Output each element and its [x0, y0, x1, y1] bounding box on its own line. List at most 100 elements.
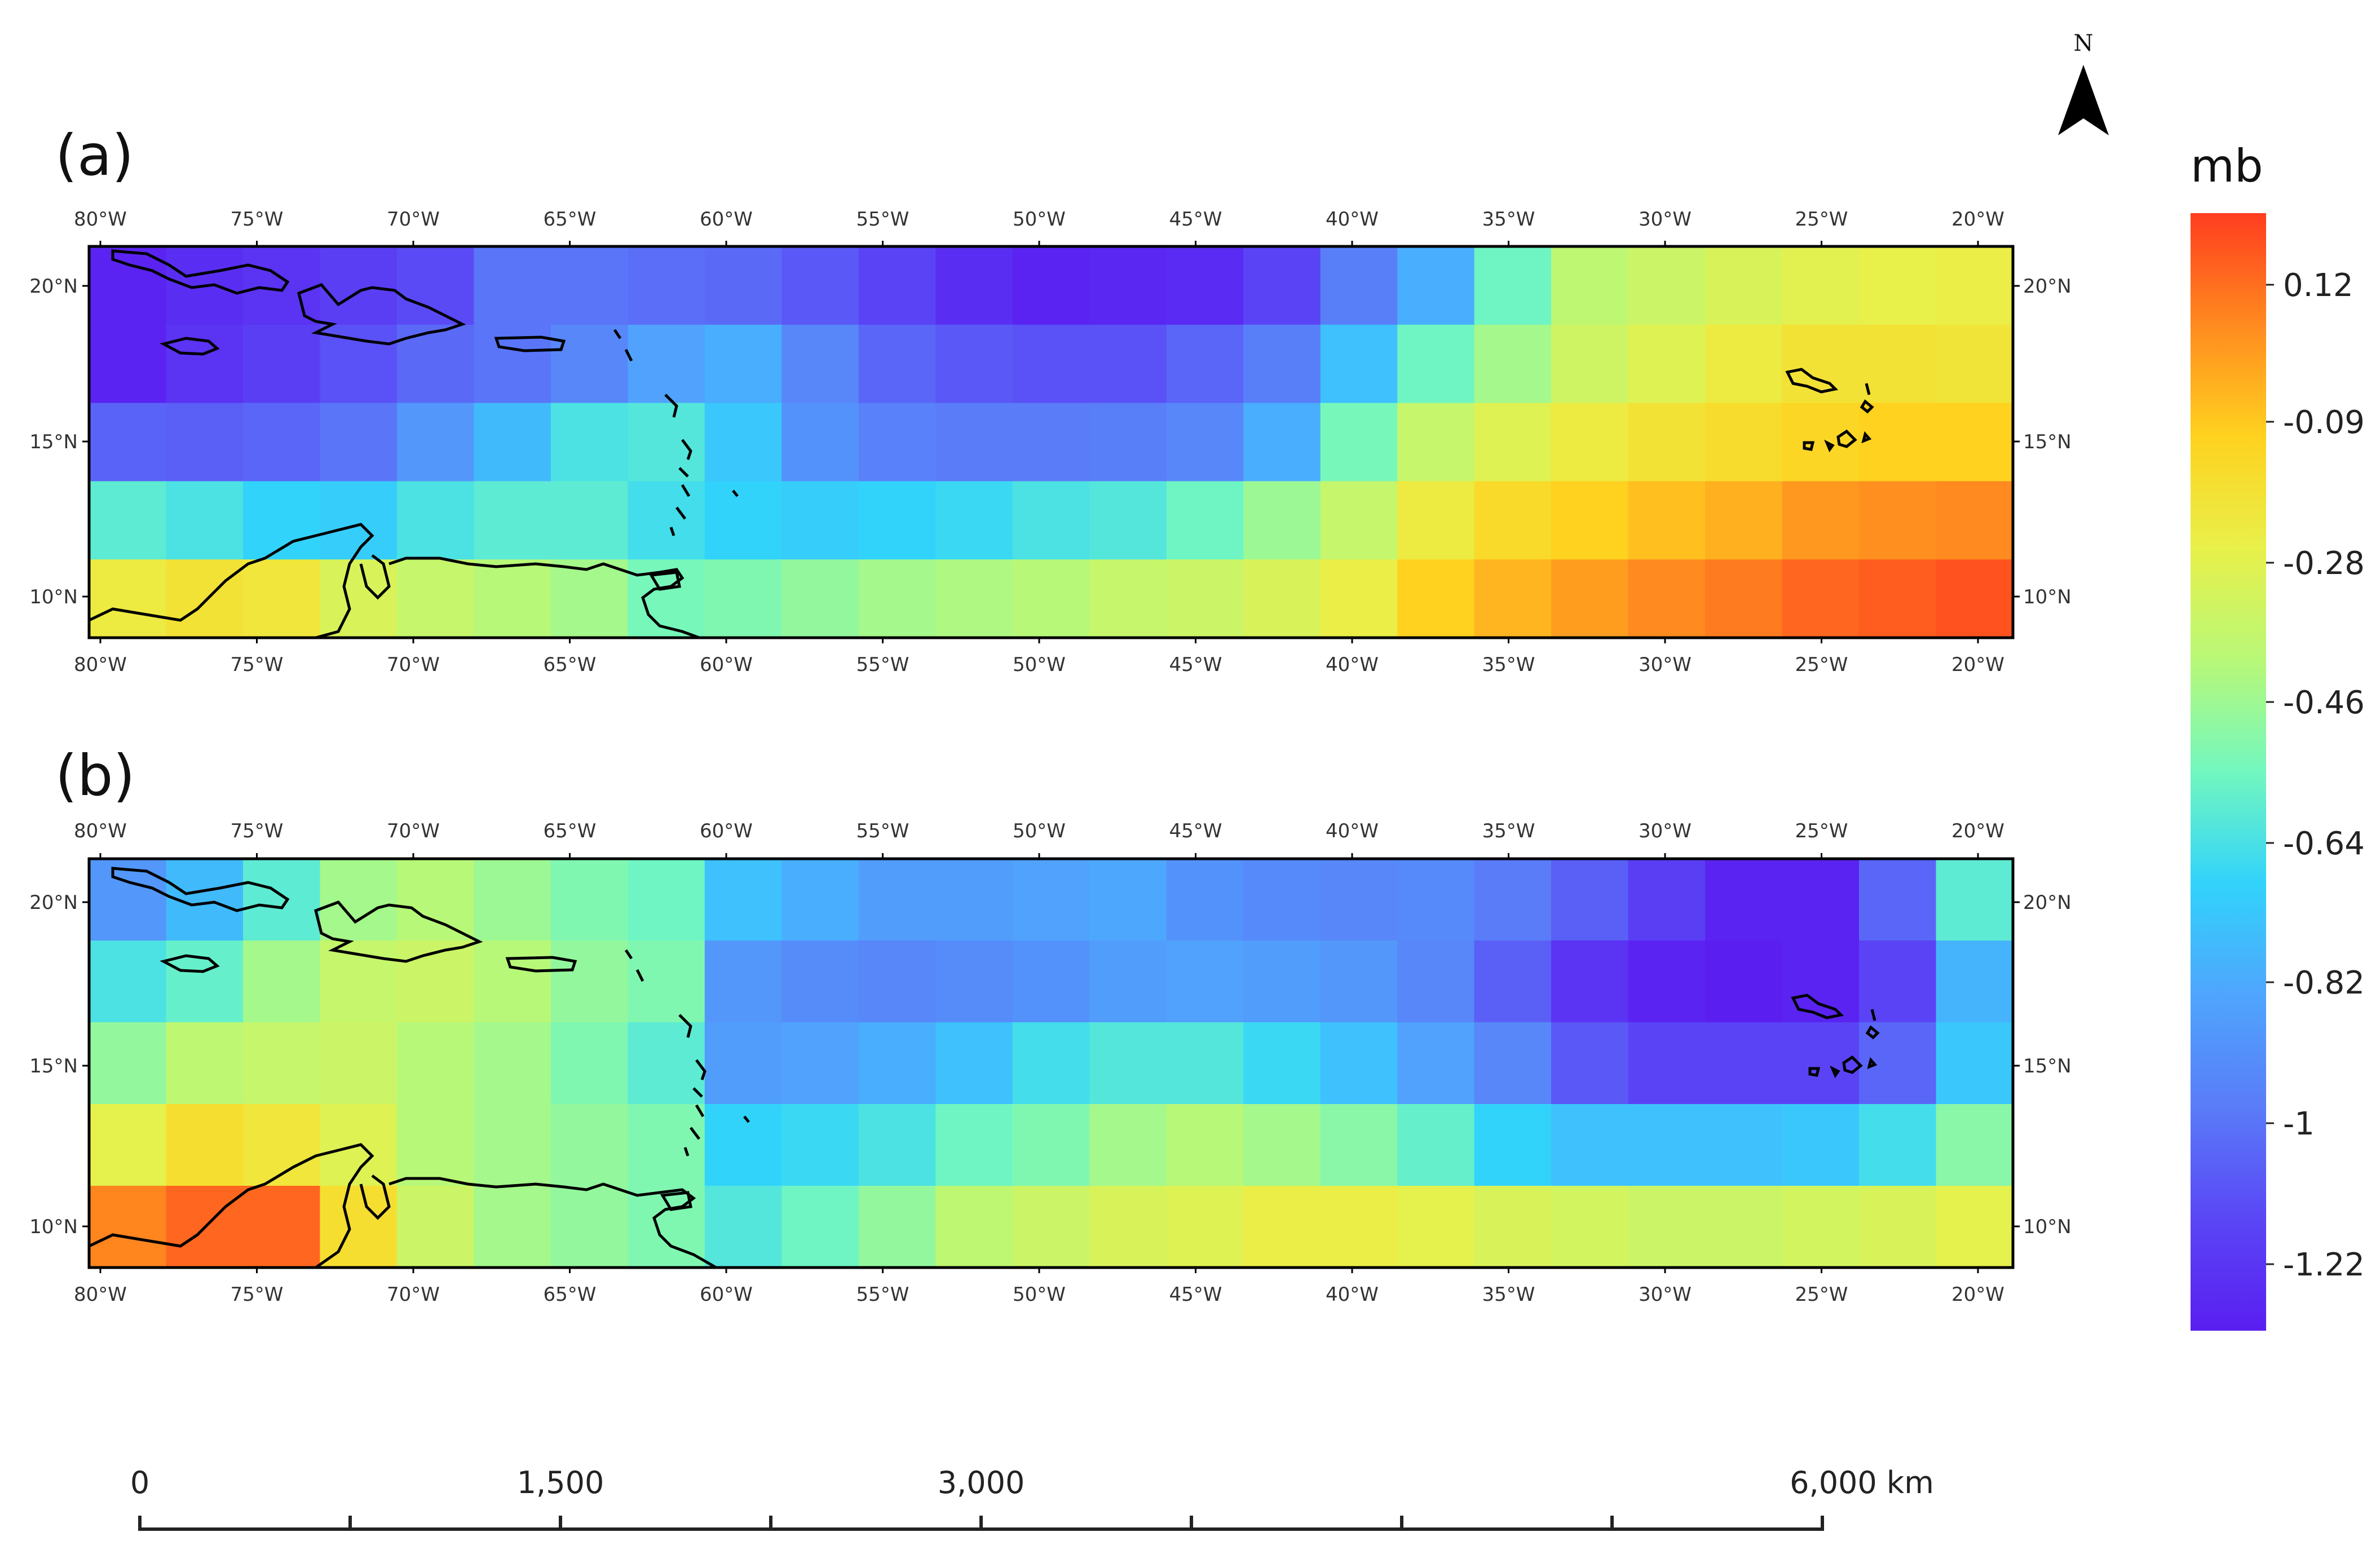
grid-cell — [1628, 941, 1706, 1023]
grid-cell — [1012, 1186, 1090, 1268]
grid-cell — [1936, 859, 2013, 941]
jamaica-coastline-b — [160, 954, 220, 973]
scale-bar-label-6000: 6,000 km — [1790, 1465, 1934, 1500]
x-tick-label: 80°W — [74, 820, 127, 842]
grid-cell — [1474, 246, 1552, 325]
grid-cell — [1012, 859, 1090, 941]
grid-cell — [1474, 859, 1552, 941]
grid-cell — [935, 1186, 1013, 1268]
grid-cell — [1320, 1186, 1398, 1268]
y-tick-label: 20°N — [29, 275, 78, 298]
x-tick-label: 75°W — [231, 820, 284, 842]
x-tick-label: 65°W — [544, 820, 597, 842]
panel-a-y-ticks-left: 20°N 15°N 10°N — [29, 275, 89, 608]
grid-cell — [1936, 1104, 2013, 1186]
grid-cell — [320, 1022, 398, 1105]
x-tick-label: 20°W — [1951, 820, 2004, 842]
grid-cell — [550, 246, 629, 325]
grid-cell — [781, 481, 859, 560]
colorbar-tick-label: -0.82 — [2283, 965, 2365, 1001]
grid-cell — [1320, 859, 1398, 941]
x-tick-label: 65°W — [544, 1283, 597, 1306]
x-tick-label: 50°W — [1013, 1283, 1066, 1306]
x-tick-label: 25°W — [1795, 654, 1848, 676]
grid-cell — [1782, 941, 1860, 1023]
grid-cell — [1936, 941, 2013, 1023]
x-tick-label: 80°W — [74, 1283, 127, 1306]
grid-cell — [704, 481, 783, 560]
grid-cell — [1397, 559, 1475, 638]
grid-cell — [89, 324, 167, 404]
x-tick-label: 55°W — [856, 208, 909, 231]
x-tick-label: 60°W — [700, 654, 753, 676]
grid-cell — [1936, 481, 2013, 560]
grid-cell — [1859, 246, 1937, 325]
panel-a-x-ticks-top: 80°W 75°W 70°W 65°W 60°W 55°W 50°W 45°W 40°W 35°W… — [74, 208, 2004, 246]
x-tick-label: 35°W — [1482, 820, 1535, 842]
grid-cell — [320, 324, 398, 404]
grid-cell — [1628, 559, 1706, 638]
x-tick-label: 45°W — [1169, 654, 1222, 676]
grid-cell — [1243, 324, 1321, 404]
grid-cell — [858, 859, 937, 941]
grid-cell — [1243, 941, 1321, 1023]
x-tick-label: 70°W — [387, 1283, 440, 1306]
grid-cell — [704, 1104, 783, 1186]
grid-cell — [166, 1104, 244, 1186]
grid-cell — [1397, 859, 1475, 941]
grid-cell — [781, 246, 859, 325]
grid-cell — [1012, 1104, 1090, 1186]
grid-cell — [1166, 559, 1244, 638]
south-america-coastline — [89, 523, 700, 638]
panel-b-x-ticks-bottom: 80°W 75°W 70°W 65°W 60°W 55°W 50°W 45°W 40°W 35°W… — [74, 1268, 2004, 1306]
grid-cell — [858, 1022, 937, 1105]
grid-cell — [1397, 941, 1475, 1023]
grid-cell — [474, 941, 551, 1023]
y-tick-label: 15°N — [2023, 431, 2072, 453]
x-tick-label: 60°W — [700, 208, 753, 231]
grid-cell — [1474, 324, 1552, 404]
grid-cell — [89, 1186, 167, 1268]
y-tick-label: 10°N — [29, 586, 78, 608]
grid-cell — [1628, 1022, 1706, 1105]
grid-cell — [1012, 1022, 1090, 1105]
grid-cell — [1243, 246, 1321, 325]
x-tick-label: 55°W — [856, 820, 909, 842]
x-tick-label: 35°W — [1482, 208, 1535, 231]
y-tick-label: 15°N — [2023, 1055, 2072, 1078]
x-tick-label: 45°W — [1169, 820, 1222, 842]
y-tick-label: 20°N — [29, 891, 78, 914]
x-tick-label: 70°W — [387, 820, 440, 842]
grid-cell — [1320, 481, 1398, 560]
grid-cell — [1243, 559, 1321, 638]
y-tick-label: 15°N — [29, 431, 78, 453]
panel-b-frame — [87, 857, 2015, 1269]
grid-cell — [1859, 559, 1937, 638]
grid-cell — [89, 403, 167, 482]
grid-cell — [1859, 859, 1937, 941]
grid-cell — [89, 559, 167, 638]
grid-cell — [1089, 859, 1167, 941]
grid-cell — [1782, 481, 1860, 560]
x-tick-label: 45°W — [1169, 1283, 1222, 1306]
grid-cell — [1628, 1186, 1706, 1268]
grid-cell — [243, 859, 321, 941]
grid-cell — [935, 1022, 1013, 1105]
grid-cell — [1859, 941, 1937, 1023]
x-tick-label: 40°W — [1326, 654, 1379, 676]
grid-cell — [858, 941, 937, 1023]
grid-cell — [1551, 1104, 1629, 1186]
grid-cell — [396, 1186, 475, 1268]
grid-cell — [89, 859, 167, 941]
grid-cell — [1628, 403, 1706, 482]
cuba-coastline-b — [111, 867, 290, 912]
grid-cell — [89, 941, 167, 1023]
grid-cell — [1089, 403, 1167, 482]
grid-cell — [550, 859, 629, 941]
cape-verde-coastline-b — [1791, 994, 1880, 1079]
grid-cell — [1474, 481, 1552, 560]
y-tick-label: 10°N — [2023, 1216, 2072, 1238]
grid-cell — [1936, 1186, 2013, 1268]
y-tick-label: 20°N — [2023, 275, 2072, 298]
grid-cell — [1551, 324, 1629, 404]
